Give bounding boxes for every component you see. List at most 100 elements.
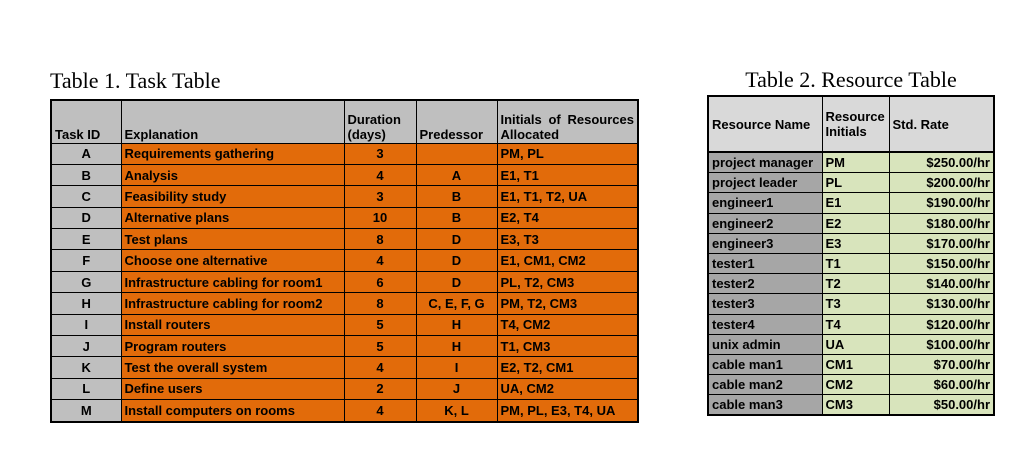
resource-initials-cell: E2	[821, 212, 890, 234]
explanation-cell: Install computers on rooms	[120, 399, 345, 423]
task-id-cell: J	[50, 335, 122, 358]
duration-cell: 4	[343, 399, 417, 423]
duration-cell: 2	[343, 377, 417, 401]
std-rate-cell: $180.00/hr	[888, 212, 995, 234]
resource-table-row: cable man3 CM3 $50.00/hr	[707, 394, 995, 416]
task-id-cell: E	[50, 228, 122, 251]
explanation-cell: Feasibility study	[120, 185, 345, 208]
predecessor-cell	[415, 142, 498, 165]
resource-name-cell: tester4	[707, 313, 823, 335]
resource-initials-cell: T2	[821, 273, 890, 295]
std-rate-cell: $50.00/hr	[888, 394, 995, 416]
task-id-cell: H	[50, 292, 122, 315]
resource-initials-cell: UA	[821, 333, 890, 355]
predecessor-cell: H	[415, 313, 498, 337]
explanation-cell: Program routers	[120, 335, 345, 358]
task-table-row: K Test the overall system 4 I E2, T2, CM1	[50, 356, 639, 379]
std-rate-cell: $150.00/hr	[888, 252, 995, 275]
task-table-row: G Infrastructure cabling for room1 6 D PL, T…	[50, 270, 639, 294]
resources-cell: PM, T2, CM3	[496, 292, 639, 315]
resource-name-cell: engineer3	[707, 232, 823, 254]
resource-name-cell: cable man1	[707, 353, 823, 376]
resource-table-row: tester1 T1 $150.00/hr	[707, 252, 995, 275]
explanation-cell: Analysis	[120, 163, 345, 187]
resource-name-cell: engineer2	[707, 212, 823, 234]
std-rate-cell: $140.00/hr	[888, 273, 995, 295]
explanation-cell: Infrastructure cabling for room1	[120, 270, 345, 294]
resource-table-row: cable man2 CM2 $60.00/hr	[707, 374, 995, 396]
explanation-cell: Define users	[120, 377, 345, 401]
explanation-header: Explanation	[120, 99, 345, 144]
task-id-cell: L	[50, 377, 122, 401]
resource-initials-cell: E3	[821, 232, 890, 254]
task-table-row: C Feasibility study 3 B E1, T1, T2, UA	[50, 185, 639, 208]
task-table-row: E Test plans 8 D E3, T3	[50, 228, 639, 251]
task-table-row: I Install routers 5 H T4, CM2	[50, 313, 639, 337]
resource-initials-cell: T1	[821, 252, 890, 275]
resource-name-cell: project manager	[707, 151, 823, 174]
resource-table-row: project manager PM $250.00/hr	[707, 151, 995, 174]
std-rate-cell: $120.00/hr	[888, 313, 995, 335]
resource-initials-cell: T3	[821, 293, 890, 315]
resource-table-row: tester3 T3 $130.00/hr	[707, 293, 995, 315]
std-rate-header: Std. Rate	[888, 95, 995, 153]
resource-table: Resource Name Resource Initials Std. Rate …	[707, 95, 995, 417]
resources-cell: T1, CM3	[496, 335, 639, 358]
resource-initials-cell: T4	[821, 313, 890, 335]
std-rate-cell: $100.00/hr	[888, 333, 995, 355]
std-rate-cell: $190.00/hr	[888, 192, 995, 214]
std-rate-cell: $60.00/hr	[888, 374, 995, 396]
resources-cell: E1, T1	[496, 163, 639, 187]
resources-cell: E2, T4	[496, 206, 639, 230]
task-table: Task ID Explanation Duration (days) Predess…	[50, 99, 639, 423]
predecessor-cell: K, L	[415, 399, 498, 423]
explanation-cell: Choose one alternative	[120, 249, 345, 272]
resource-initials-cell: PL	[821, 172, 890, 194]
resource-name-header: Resource Name	[707, 95, 823, 153]
predecessor-cell: I	[415, 356, 498, 379]
task-id-cell: A	[50, 142, 122, 165]
resources-cell: E3, T3	[496, 228, 639, 251]
duration-cell: 4	[343, 356, 417, 379]
resources-cell: E1, CM1, CM2	[496, 249, 639, 272]
task-id-cell: M	[50, 399, 122, 423]
explanation-cell: Alternative plans	[120, 206, 345, 230]
task-table-head: Task ID Explanation Duration (days) Predess…	[50, 99, 639, 144]
resource-name-cell: cable man2	[707, 374, 823, 396]
resource-table-row: cable man1 CM1 $70.00/hr	[707, 353, 995, 376]
resources-cell: E2, T2, CM1	[496, 356, 639, 379]
resource-table-row: tester2 T2 $140.00/hr	[707, 273, 995, 295]
predecessor-cell: D	[415, 249, 498, 272]
std-rate-cell: $200.00/hr	[888, 172, 995, 194]
duration-cell: 3	[343, 142, 417, 165]
task-id-cell: I	[50, 313, 122, 337]
resource-table-row: engineer1 E1 $190.00/hr	[707, 192, 995, 214]
task-table-header-row: Task ID Explanation Duration (days) Predess…	[50, 99, 639, 144]
predecessor-cell: D	[415, 270, 498, 294]
resource-table-row: tester4 T4 $120.00/hr	[707, 313, 995, 335]
resource-name-cell: tester2	[707, 273, 823, 295]
resource-initials-header: Resource Initials	[821, 95, 890, 153]
resource-table-title: Table 2. Resource Table	[745, 67, 957, 92]
predecessor-cell: B	[415, 185, 498, 208]
std-rate-cell: $130.00/hr	[888, 293, 995, 315]
resources-cell: PM, PL	[496, 142, 639, 165]
task-table-row: B Analysis 4 A E1, T1	[50, 163, 639, 187]
task-id-cell: B	[50, 163, 122, 187]
task-id-cell: G	[50, 270, 122, 294]
resource-initials-cell: CM2	[821, 374, 890, 396]
resource-initials-cell: CM1	[821, 353, 890, 376]
resource-table-header-row: Resource Name Resource Initials Std. Rate	[707, 95, 995, 153]
task-table-row: D Alternative plans 10 B E2, T4	[50, 206, 639, 230]
explanation-cell: Install routers	[120, 313, 345, 337]
explanation-cell: Infrastructure cabling for room2	[120, 292, 345, 315]
explanation-cell: Test plans	[120, 228, 345, 251]
predecessor-cell: J	[415, 377, 498, 401]
resource-table-body: project manager PM $250.00/hr project leade…	[707, 151, 995, 416]
predecessor-cell: H	[415, 335, 498, 358]
task-id-header: Task ID	[50, 99, 122, 144]
task-table-body: A Requirements gathering 3 PM, PL B Analysis 4…	[50, 142, 639, 423]
resource-name-cell: engineer1	[707, 192, 823, 214]
duration-cell: 5	[343, 335, 417, 358]
duration-cell: 4	[343, 163, 417, 187]
